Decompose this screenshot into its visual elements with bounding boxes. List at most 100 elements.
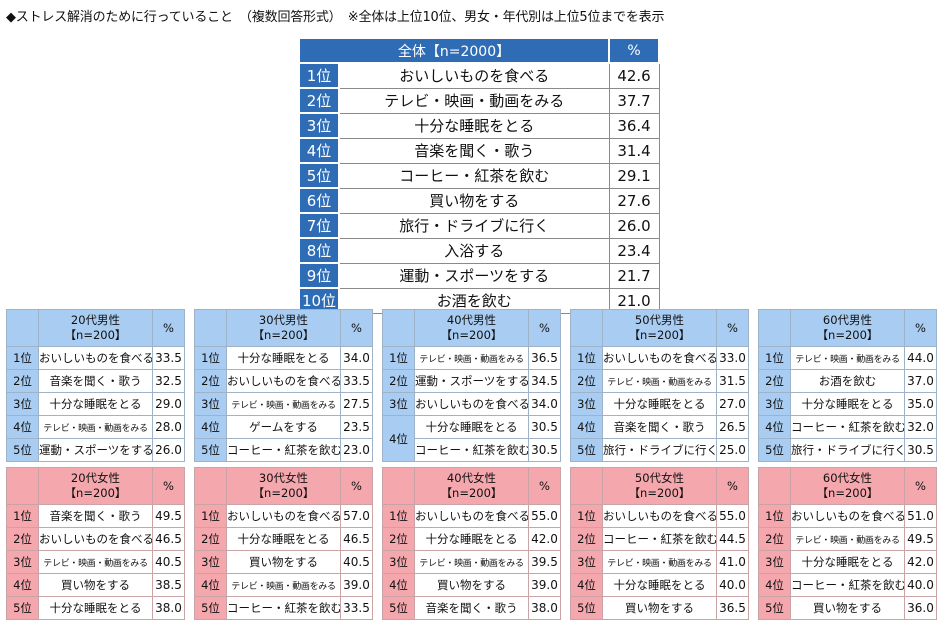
item-cell: テレビ・映画・動画をみる (226, 392, 341, 416)
table-row: 1位 十分な睡眠をとる 34.0 (194, 346, 373, 370)
rank-cell: 3位 (194, 392, 227, 416)
sample-size: 【n=200】 (816, 328, 879, 342)
table-row: 4位 コーヒー・紅茶を飲む 32.0 (758, 415, 937, 439)
corner-cell (758, 309, 791, 347)
pct-cell: 26.0 (152, 438, 185, 462)
table-row: 5位 コーヒー・紅茶を飲む 29.1 (298, 162, 660, 189)
pct-cell: 40.0 (716, 573, 749, 597)
pct-cell: 33.5 (340, 596, 373, 620)
table-row: 1位 テレビ・映画・動画をみる 44.0 (758, 346, 937, 370)
pct-cell: 57.0 (340, 504, 373, 528)
table-row: 4位 音楽を聞く・歌う 26.5 (570, 415, 749, 439)
item-cell: おいしいものを食べる (602, 346, 717, 370)
segment-header: 50代男性 【n=200】 (602, 309, 717, 347)
segment-header: 60代男性 【n=200】 (790, 309, 905, 347)
female-table-1: 20代女性 【n=200】% 1位 音楽を聞く・歌う 49.5 2位 おいしいものを食べる 4… (6, 467, 185, 620)
table-row: 4位 十分な睡眠をとる 30.5 (382, 415, 561, 462)
table-row: 1位 おいしいものを食べる 42.6 (298, 62, 660, 89)
table-row: 7位 旅行・ドライブに行く 26.0 (298, 212, 660, 239)
table-header-row: 30代男性 【n=200】% (194, 309, 373, 347)
item-cell: 十分な睡眠をとる (38, 392, 153, 416)
table-row: 2位 音楽を聞く・歌う 32.5 (6, 369, 185, 393)
rank-cell: 1位 (194, 504, 227, 528)
table-header-row: 40代男性 【n=200】% (382, 309, 561, 347)
rank-cell: 4位 (194, 415, 227, 439)
item-cell: コーヒー・紅茶を飲む (226, 438, 341, 462)
pct-cell: 42.0 (904, 550, 937, 574)
table-row: 1位 テレビ・映画・動画をみる 36.5 (382, 346, 561, 370)
female-table-2: 30代女性 【n=200】% 1位 おいしいものを食べる 57.0 2位 十分な睡眠をとる 4… (194, 467, 373, 620)
rank-cell: 2位 (6, 369, 39, 393)
rank-cell: 1位 (194, 346, 227, 370)
table-row: 1位 おいしいものを食べる 55.0 (570, 504, 749, 528)
rank-cell: 4位 (570, 415, 603, 439)
table-row: 1位 おいしいものを食べる 33.0 (570, 346, 749, 370)
table-row: 1位 おいしいものを食べる 33.5 (6, 346, 185, 370)
rank-cell: 1位 (382, 346, 415, 370)
segment-name: 60代女性 (822, 471, 873, 485)
rank-cell: 1位 (6, 504, 39, 528)
table-row: 2位 十分な睡眠をとる 46.5 (194, 527, 373, 551)
table-row: 5位 コーヒー・紅茶を飲む 33.5 (194, 596, 373, 620)
table-row: 4位 十分な睡眠をとる 40.0 (570, 573, 749, 597)
rank-cell: 4位 (570, 573, 603, 597)
item-cell: 十分な睡眠をとる (338, 112, 610, 139)
female-table-5: 60代女性 【n=200】% 1位 おいしいものを食べる 51.0 2位 テレビ・映画・動画… (758, 467, 937, 620)
item-cell: 十分な睡眠をとる (38, 596, 153, 620)
pct-cell: 27.5 (340, 392, 373, 416)
pct-cell: 37.7 (608, 87, 660, 114)
table-row: 5位 買い物をする 36.5 (570, 596, 749, 620)
table-header-row: 20代男性 【n=200】% (6, 309, 185, 347)
table-row: 2位 おいしいものを食べる 33.5 (194, 369, 373, 393)
table-row: 8位 入浴する 23.4 (298, 237, 660, 264)
rank-cell: 5位 (570, 438, 603, 462)
corner-cell (570, 467, 603, 505)
pct-cell: 25.0 (716, 438, 749, 462)
corner-cell (194, 467, 227, 505)
rank-cell: 2位 (570, 527, 603, 551)
pct-header: % (152, 309, 185, 347)
rank-cell: 1位 (758, 346, 791, 370)
segment-name: 50代男性 (634, 313, 685, 327)
item-cell: 旅行・ドライブに行く (602, 438, 717, 462)
item-cell: テレビ・映画・動画をみる (602, 369, 717, 393)
table-row: 3位 テレビ・映画・動画をみる 40.5 (6, 550, 185, 574)
pct-cell: 55.0 (716, 504, 749, 528)
rank-cell: 2位 (382, 369, 415, 393)
pct-cell: 30.5 (528, 438, 561, 462)
item-cell: 買い物をする (338, 187, 610, 214)
rank-cell: 5位 (298, 162, 340, 189)
segment-header: 30代男性 【n=200】 (226, 309, 341, 347)
segment-name: 30代男性 (258, 313, 309, 327)
segment-name: 20代男性 (70, 313, 121, 327)
item-cell: 運動・スポーツをする (414, 369, 529, 393)
item-cell: 音楽を聞く・歌う (338, 137, 610, 164)
table-row: 3位 テレビ・映画・動画をみる 39.5 (382, 550, 561, 574)
item-cell: 入浴する (338, 237, 610, 264)
sample-size: 【n=200】 (64, 486, 127, 500)
rank-cell: 4位 (6, 573, 39, 597)
pct-header: % (716, 309, 749, 347)
table-header-row: 60代男性 【n=200】% (758, 309, 937, 347)
table-row: 1位 おいしいものを食べる 55.0 (382, 504, 561, 528)
table-header-row: 30代女性 【n=200】% (194, 467, 373, 505)
table-row: 3位 テレビ・映画・動画をみる 27.5 (194, 392, 373, 416)
pct-header: % (340, 467, 373, 505)
table-header-row: 50代女性 【n=200】% (570, 467, 749, 505)
rank-cell: 4位 (758, 573, 791, 597)
rank-cell: 3位 (758, 550, 791, 574)
rank-cell: 3位 (382, 550, 415, 574)
corner-cell (194, 309, 227, 347)
pct-cell: 38.0 (528, 596, 561, 620)
pct-cell: 32.5 (152, 369, 185, 393)
rank-cell: 3位 (194, 550, 227, 574)
pct-cell: 40.5 (152, 550, 185, 574)
rank-cell: 5位 (570, 596, 603, 620)
table-row: 1位 音楽を聞く・歌う 49.5 (6, 504, 185, 528)
item-cell: コーヒー・紅茶を飲む (414, 438, 529, 462)
item-cell: おいしいものを食べる (226, 369, 341, 393)
rank-cell: 4位 (382, 573, 415, 597)
item-cell: お酒を飲む (790, 369, 905, 393)
pct-cell: 39.5 (528, 550, 561, 574)
female-table-3: 40代女性 【n=200】% 1位 おいしいものを食べる 55.0 2位 十分な睡眠をとる 4… (382, 467, 561, 620)
